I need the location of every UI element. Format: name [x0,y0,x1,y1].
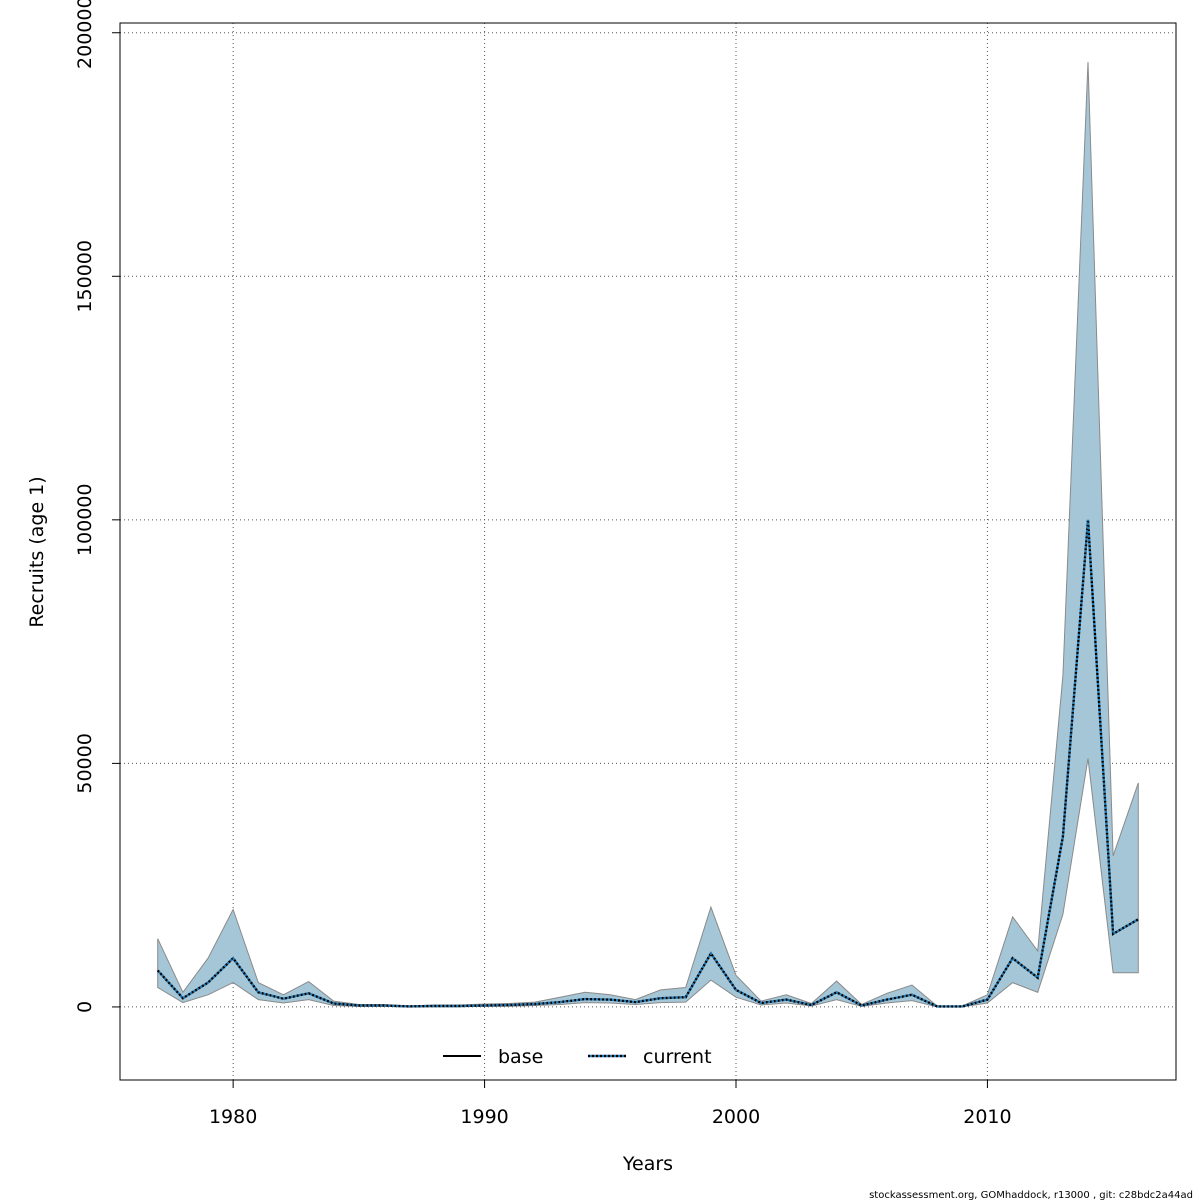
plot-frame [119,22,1177,1081]
y-tick-label-0: 0 [74,1001,96,1013]
y-tick-label-150000: 150000 [74,240,96,313]
grid [120,23,1176,1080]
x-tick-label-1980: 1980 [209,1106,257,1128]
y-tick-label-100000: 100000 [74,484,96,557]
series-line-layer [156,519,1139,1008]
x-tick-label-2000: 2000 [712,1106,760,1128]
y-tick-label-50000: 50000 [74,733,96,793]
y-tick-label-200000: 200000 [74,0,96,69]
legend-label-current: current [643,1046,712,1068]
series-line-current [156,519,1139,1008]
y-axis-title: Recruits (age 1) [26,476,48,627]
footer-credit: stockassessment.org, GOMhaddock, r13000 … [869,1190,1193,1200]
x-axis: 1980 1990 2000 2010 [209,1080,1012,1128]
series-line-current-blue [156,519,1139,1008]
x-axis-title: Years [622,1153,673,1175]
legend-label-base: base [498,1046,543,1068]
y-axis: 0 50000 100000 150000 200000 [74,0,120,1013]
legend: base current [443,1046,712,1068]
x-tick-label-1990: 1990 [460,1106,508,1128]
x-tick-label-2010: 2010 [963,1106,1011,1128]
